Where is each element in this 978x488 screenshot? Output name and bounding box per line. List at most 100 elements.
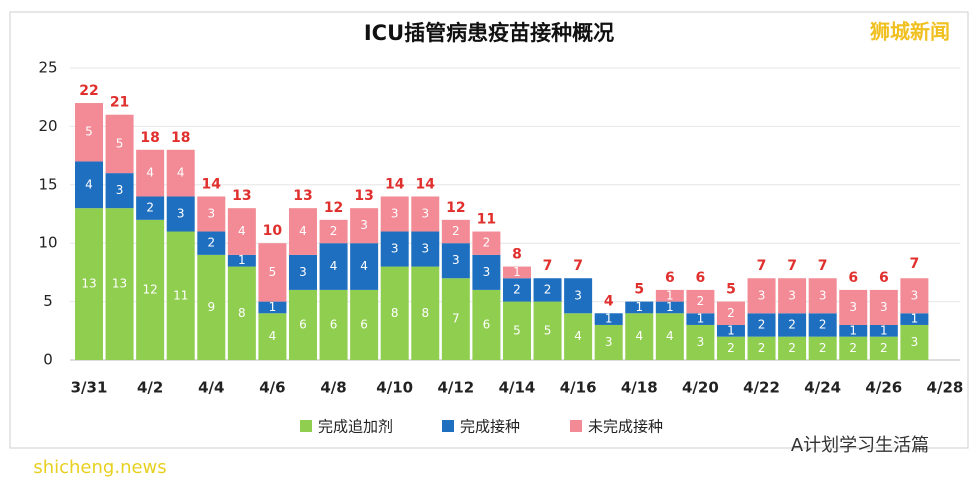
segment-label: 1 <box>697 312 705 326</box>
segment-label: 4 <box>269 329 277 343</box>
segment-label: 2 <box>697 294 705 308</box>
bar-segment <box>380 196 409 232</box>
x-tick-label: 4/20 <box>682 379 719 397</box>
bar-segment <box>716 301 745 325</box>
segment-label: 4 <box>177 166 185 180</box>
bar-segment <box>288 208 317 255</box>
bar-segment <box>869 289 898 325</box>
y-tick-label: 15 <box>38 175 57 193</box>
bar-segment <box>686 313 715 325</box>
bar-segment <box>655 289 684 302</box>
total-label: 7 <box>818 258 828 274</box>
segment-label: 2 <box>758 317 766 331</box>
y-tick-label: 0 <box>43 351 53 369</box>
bar-segment <box>502 266 531 279</box>
bar-segment <box>808 313 837 337</box>
bar-segment <box>900 278 929 314</box>
bar-segment <box>655 313 684 360</box>
footer-right: A计划学习生活篇 <box>791 435 929 456</box>
bar-segment <box>778 313 807 337</box>
segment-label: 2 <box>146 201 154 215</box>
total-label: 14 <box>202 176 222 192</box>
segment-label: 3 <box>819 288 827 302</box>
segment-label: 2 <box>727 341 735 355</box>
segment-label: 1 <box>849 323 857 337</box>
y-tick-label: 5 <box>43 292 53 310</box>
total-label: 6 <box>696 270 706 286</box>
bar-segment <box>105 173 134 209</box>
segment-label: 8 <box>421 306 429 320</box>
bar-segment <box>808 336 837 360</box>
bar-segment <box>686 289 715 314</box>
x-tick-label: 4/24 <box>804 379 841 397</box>
segment-label: 3 <box>299 265 307 279</box>
total-label: 10 <box>263 223 283 239</box>
segment-label: 3 <box>177 207 185 221</box>
bar-segment <box>747 278 776 314</box>
x-tick-label: 4/14 <box>499 379 536 397</box>
bar-segment <box>839 336 868 360</box>
total-label: 13 <box>232 188 251 204</box>
segment-label: 6 <box>299 317 307 331</box>
x-tick-label: 4/12 <box>437 379 474 397</box>
segment-label: 3 <box>452 253 460 267</box>
bar-segment <box>197 254 226 360</box>
bar-segment <box>350 289 379 360</box>
segment-label: 6 <box>483 317 491 331</box>
bar-segment <box>350 243 379 290</box>
total-label: 14 <box>385 176 405 192</box>
legend-label: 完成追加剂 <box>318 418 393 436</box>
segment-label: 1 <box>727 323 735 337</box>
y-tick-label: 25 <box>38 59 57 77</box>
segment-label: 3 <box>207 207 215 221</box>
segment-label: 4 <box>360 259 368 273</box>
segment-label: 9 <box>207 300 215 314</box>
segment-label: 2 <box>880 341 888 355</box>
segment-label: 13 <box>112 277 127 291</box>
bar-segment <box>350 208 379 244</box>
segment-label: 2 <box>849 341 857 355</box>
bar-segment <box>319 219 348 244</box>
segment-label: 1 <box>605 312 613 326</box>
segment-label: 3 <box>605 335 613 349</box>
segment-label: 4 <box>299 224 307 238</box>
segment-label: 4 <box>635 329 643 343</box>
total-label: 7 <box>573 258 583 274</box>
total-label: 13 <box>293 188 312 204</box>
x-tick-label: 4/8 <box>320 379 346 397</box>
segment-label: 3 <box>391 207 399 221</box>
total-label: 12 <box>324 200 343 216</box>
segment-label: 7 <box>452 312 460 326</box>
segment-label: 3 <box>849 300 857 314</box>
y-tick-label: 10 <box>38 234 57 252</box>
segment-label: 3 <box>391 242 399 256</box>
bar-segment <box>900 313 929 325</box>
bar-segment <box>472 289 501 360</box>
segment-label: 6 <box>360 317 368 331</box>
bar-segment <box>564 278 593 314</box>
total-label: 7 <box>543 258 553 274</box>
bar-segment <box>319 243 348 290</box>
bar-segment <box>869 336 898 360</box>
x-tick-label: 4/18 <box>621 379 658 397</box>
segment-label: 1 <box>238 253 246 267</box>
segment-label: 12 <box>142 282 157 296</box>
bar-segment <box>411 196 440 232</box>
segment-label: 1 <box>269 300 277 314</box>
segment-label: 4 <box>146 166 154 180</box>
total-label: 7 <box>787 258 797 274</box>
bar-segment <box>625 313 654 360</box>
bar-segment <box>502 301 531 360</box>
segment-label: 1 <box>666 300 674 314</box>
bar-segment <box>808 278 837 314</box>
bar-segment <box>136 219 165 360</box>
bar-segment <box>839 289 868 325</box>
bar-segment <box>258 301 287 314</box>
bar-segment <box>380 231 409 267</box>
bar-segment <box>136 149 165 197</box>
segment-label: 2 <box>819 317 827 331</box>
segment-label: 2 <box>483 236 491 250</box>
bar-segment <box>105 208 134 360</box>
total-label: 18 <box>171 130 190 146</box>
